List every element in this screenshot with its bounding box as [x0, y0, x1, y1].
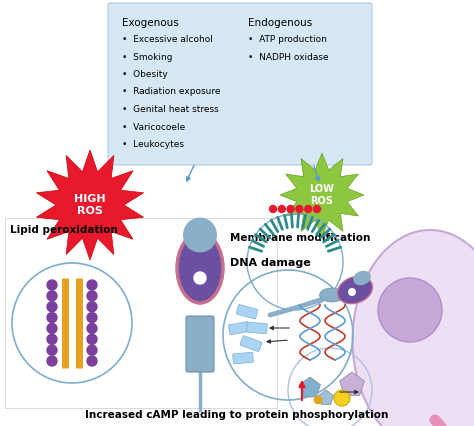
FancyBboxPatch shape	[186, 316, 214, 372]
Text: •  Excessive alcohol: • Excessive alcohol	[122, 35, 213, 44]
FancyBboxPatch shape	[108, 3, 372, 165]
Ellipse shape	[353, 271, 371, 285]
Circle shape	[47, 302, 57, 312]
Text: •  Obesity: • Obesity	[122, 70, 168, 79]
Circle shape	[87, 345, 97, 355]
Circle shape	[305, 205, 312, 213]
Circle shape	[47, 334, 57, 344]
Circle shape	[47, 323, 57, 334]
Text: LOW
ROS: LOW ROS	[310, 184, 335, 206]
Circle shape	[313, 205, 320, 213]
Text: Exogenous: Exogenous	[122, 18, 179, 28]
Circle shape	[87, 291, 97, 301]
Text: •  ATP production: • ATP production	[248, 35, 327, 44]
Circle shape	[194, 272, 206, 284]
Circle shape	[314, 396, 322, 404]
Polygon shape	[280, 153, 364, 237]
Ellipse shape	[353, 230, 474, 426]
Ellipse shape	[319, 288, 345, 302]
Text: •  Varicocoele: • Varicocoele	[122, 123, 185, 132]
Ellipse shape	[183, 218, 217, 253]
Text: Membrane modification: Membrane modification	[229, 233, 370, 243]
Text: Lipid peroxidation: Lipid peroxidation	[10, 225, 118, 235]
FancyBboxPatch shape	[233, 352, 253, 364]
Ellipse shape	[337, 276, 373, 304]
Polygon shape	[36, 150, 144, 260]
Circle shape	[87, 323, 97, 334]
Circle shape	[348, 288, 356, 296]
Text: HIGH
ROS: HIGH ROS	[74, 194, 106, 216]
Circle shape	[278, 205, 285, 213]
Circle shape	[378, 278, 442, 342]
Text: Increased cAMP leading to protein phosphorylation: Increased cAMP leading to protein phosph…	[85, 410, 389, 420]
Circle shape	[47, 345, 57, 355]
Circle shape	[47, 356, 57, 366]
FancyBboxPatch shape	[240, 336, 262, 351]
Circle shape	[270, 205, 276, 213]
Text: DNA damage: DNA damage	[230, 258, 311, 268]
FancyBboxPatch shape	[236, 305, 258, 319]
Polygon shape	[319, 390, 334, 404]
Circle shape	[47, 291, 57, 301]
Circle shape	[87, 280, 97, 290]
Text: •  NADPH oxidase: • NADPH oxidase	[248, 52, 328, 61]
Text: •  Leukocytes: • Leukocytes	[122, 140, 184, 149]
Circle shape	[47, 280, 57, 290]
FancyBboxPatch shape	[5, 218, 277, 408]
Polygon shape	[300, 377, 320, 397]
Circle shape	[296, 205, 303, 213]
Circle shape	[287, 205, 294, 213]
Circle shape	[334, 390, 350, 406]
Text: •  Radiation exposure: • Radiation exposure	[122, 87, 220, 97]
Circle shape	[87, 356, 97, 366]
Text: •  Smoking: • Smoking	[122, 52, 173, 61]
FancyBboxPatch shape	[246, 322, 267, 334]
FancyBboxPatch shape	[228, 322, 250, 335]
Circle shape	[87, 334, 97, 344]
Circle shape	[87, 302, 97, 312]
Circle shape	[87, 313, 97, 322]
Text: •  Genital heat stress: • Genital heat stress	[122, 105, 219, 114]
Text: Endogenous: Endogenous	[248, 18, 312, 28]
Circle shape	[47, 313, 57, 322]
Polygon shape	[340, 372, 365, 395]
Ellipse shape	[177, 233, 223, 303]
